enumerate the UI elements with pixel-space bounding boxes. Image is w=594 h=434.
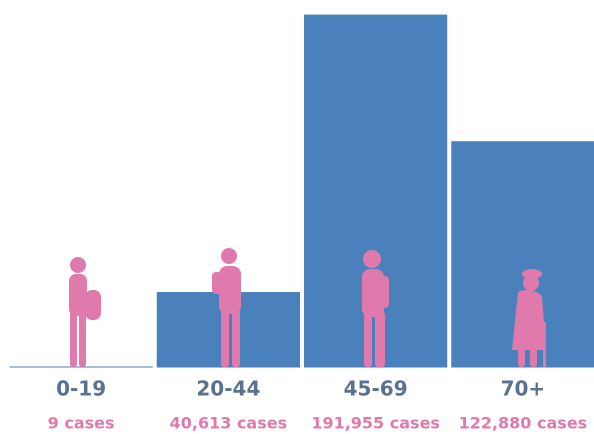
silhouette-middle-aged — [362, 250, 389, 367]
value-label: 40,613 cases — [170, 414, 288, 433]
bars — [9, 14, 594, 368]
category-label: 0-19 — [56, 377, 106, 401]
silhouettes — [69, 248, 546, 367]
value-label: 9 cases — [48, 414, 115, 433]
value-label: 122,880 cases — [459, 414, 588, 433]
silhouette-adult — [212, 248, 241, 367]
category-label: 45-69 — [344, 377, 408, 401]
silhouette-elderly — [512, 269, 546, 367]
value-label: 191,955 cases — [311, 414, 440, 433]
category-label: 20-44 — [196, 377, 260, 401]
category-label: 70+ — [501, 377, 546, 401]
silhouette-child — [69, 257, 101, 367]
